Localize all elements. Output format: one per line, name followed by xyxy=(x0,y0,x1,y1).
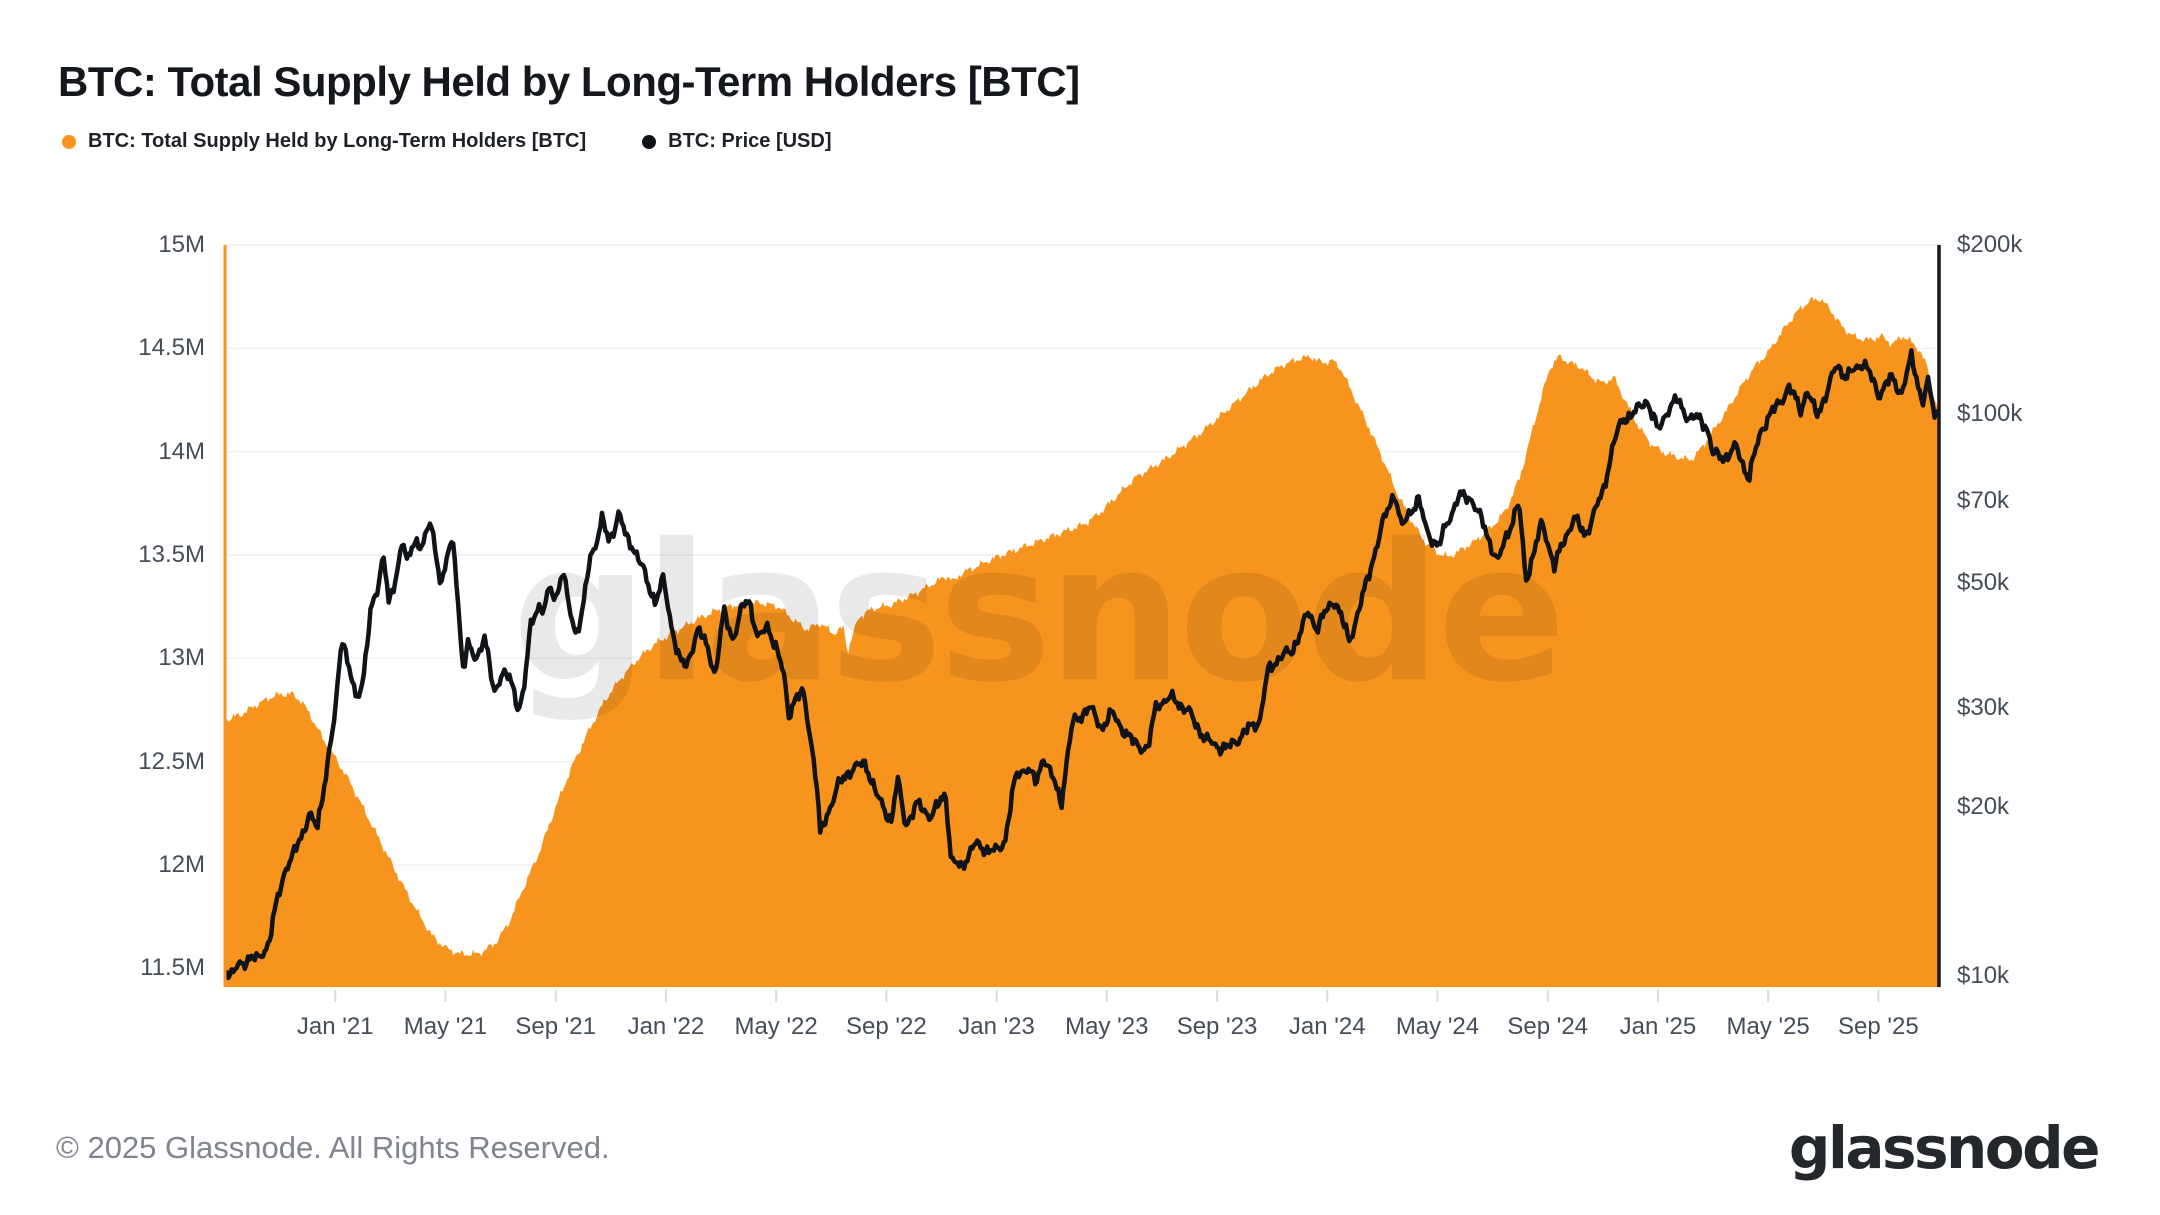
y-left-tick-label: 12.5M xyxy=(138,747,205,775)
x-axis-tick-label: Sep '22 xyxy=(846,1013,927,1040)
y-left-tick-label: 14.5M xyxy=(138,334,205,362)
legend-swatch-price-icon xyxy=(642,134,657,149)
y-left-tick-label: 14M xyxy=(158,437,205,465)
y-right-tick-label: $100k xyxy=(1957,400,2023,428)
y-left-tick-label: 11.5M xyxy=(140,954,205,982)
x-axis-ticks xyxy=(334,990,1880,1002)
legend-swatch-supply-icon xyxy=(62,134,76,149)
price-line-series xyxy=(225,348,1939,981)
x-axis-tick-label: Sep '25 xyxy=(1838,1013,1919,1040)
legend-label-price: BTC: Price [USD] xyxy=(668,130,832,152)
supply-area-series xyxy=(225,296,1939,987)
y-left-tick-label: 15M xyxy=(158,231,205,258)
x-axis-tick-label: May '21 xyxy=(403,1013,488,1040)
y-left-tick-label: 13M xyxy=(158,644,205,672)
x-axis-tick-label: Sep '23 xyxy=(1176,1013,1258,1040)
page-title: BTC: Total Supply Held by Long-Term Hold… xyxy=(58,58,1080,106)
x-axis-tick-label: Jan '25 xyxy=(1619,1013,1697,1040)
x-axis-tick-label: Jan '22 xyxy=(627,1013,705,1040)
x-axis-tick-label: May '23 xyxy=(1065,1013,1149,1040)
y-right-tick-label: $50k xyxy=(1957,569,2010,597)
glassnode-logo: glassnode xyxy=(1788,1114,2101,1182)
x-axis-tick-label: May '24 xyxy=(1395,1013,1480,1040)
y-left-tick-label: 13.5M xyxy=(138,541,205,569)
x-axis-tick-label: Sep '24 xyxy=(1507,1013,1589,1040)
x-axis-tick-label: May '22 xyxy=(734,1013,818,1040)
y-right-tick-label: $70k xyxy=(1957,487,2010,515)
y-right-tick-label: $200k xyxy=(1957,231,2023,258)
y-left-tick-label: 12M xyxy=(158,851,205,879)
chart-legend: BTC: Total Supply Held by Long-Term Hold… xyxy=(62,130,832,153)
x-axis-tick-label: May '25 xyxy=(1726,1013,1810,1040)
x-axis-tick-label: Sep '21 xyxy=(515,1013,596,1040)
x-axis-tick-label: Jan '24 xyxy=(1288,1013,1366,1040)
y-right-tick-label: $20k xyxy=(1957,792,2010,820)
x-axis-tick-label: Jan '21 xyxy=(296,1013,374,1040)
footer-copyright: © 2025 Glassnode. All Rights Reserved. xyxy=(56,1130,610,1165)
legend-item-supply[interactable]: BTC: Total Supply Held by Long-Term Hold… xyxy=(62,130,586,153)
x-axis-tick-label: Jan '23 xyxy=(958,1013,1035,1040)
y-right-tick-label: $30k xyxy=(1957,693,2010,721)
legend-label-supply: BTC: Total Supply Held by Long-Term Hold… xyxy=(88,130,587,152)
legend-item-price[interactable]: BTC: Price [USD] xyxy=(642,130,832,153)
y-right-tick-label: $10k xyxy=(1957,961,2010,989)
